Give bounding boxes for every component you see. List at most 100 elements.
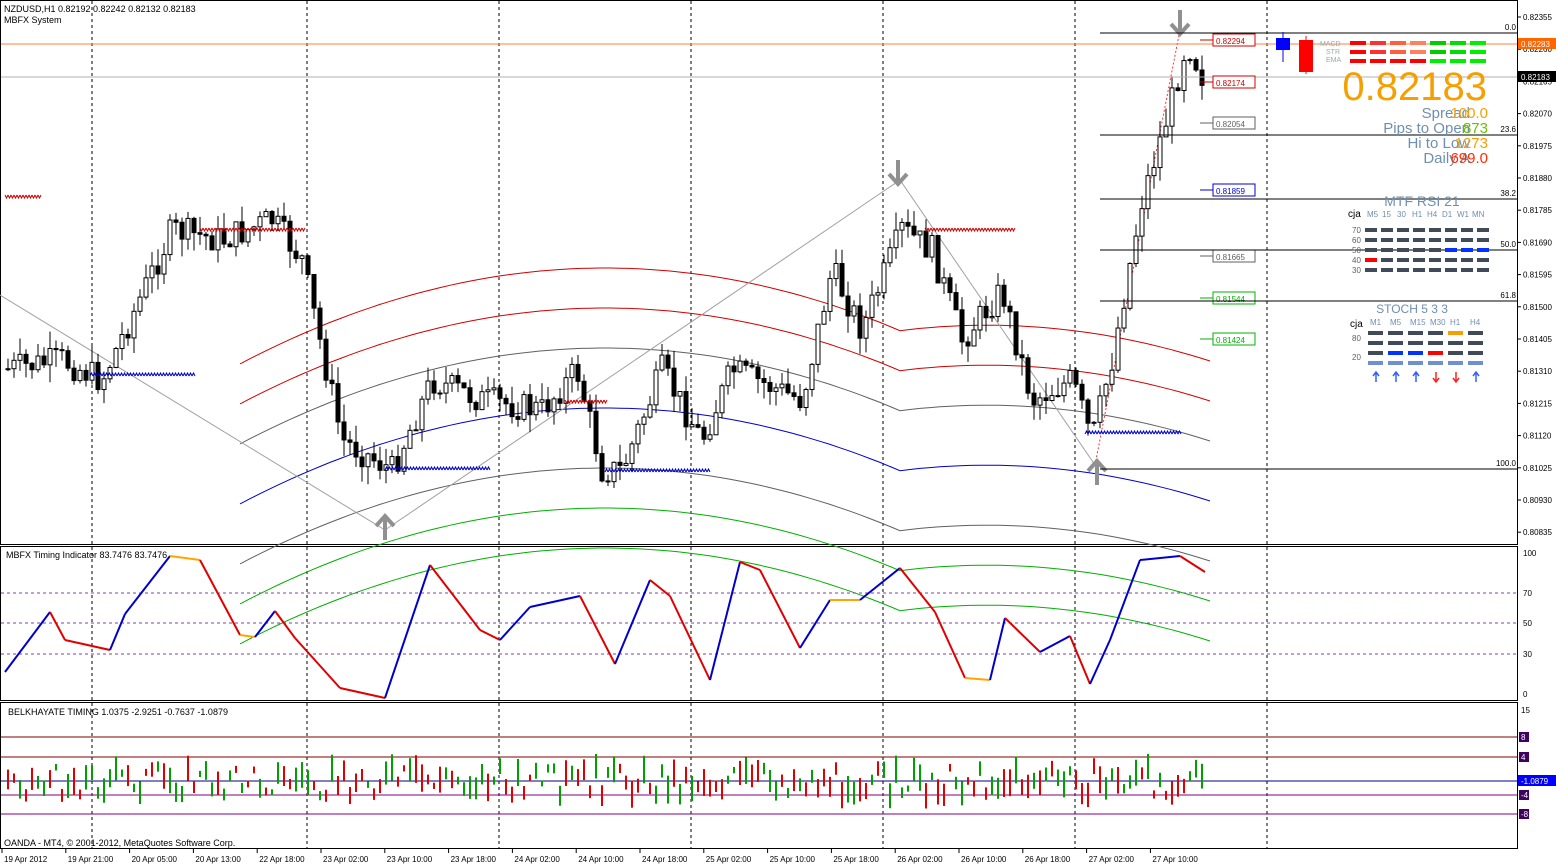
rsi-timeframe: 30 — [1397, 210, 1406, 219]
stoch-timeframe: M30 — [1430, 318, 1446, 327]
wave-marker-1 — [199, 227, 306, 233]
belk-guides — [1, 736, 1517, 815]
bid-price-label: 0.82183 — [1521, 73, 1550, 82]
candle-body — [353, 441, 359, 458]
candle — [905, 209, 911, 238]
time-label: 25 Apr 18:00 — [833, 855, 879, 864]
timing-segment — [124, 555, 171, 615]
candle — [143, 264, 149, 300]
candle-body — [821, 310, 827, 325]
candle — [455, 368, 461, 393]
candle — [743, 358, 749, 372]
timing-segment — [1089, 639, 1111, 685]
level-box — [1212, 116, 1256, 130]
rsi-cell — [1397, 258, 1409, 262]
rsi-cell — [1413, 258, 1425, 262]
candle — [659, 343, 665, 372]
trend-cell — [1370, 41, 1386, 45]
candle-body — [305, 255, 311, 275]
candle-body — [539, 399, 545, 403]
candle — [491, 378, 497, 395]
candle — [233, 221, 239, 257]
candle-body — [389, 456, 395, 466]
candle-body — [653, 369, 659, 406]
candle — [653, 361, 659, 414]
stoch-cell — [1408, 331, 1423, 335]
timing-tick: 70 — [1523, 589, 1532, 598]
candle — [1163, 108, 1169, 138]
candle-body — [1103, 383, 1109, 397]
candle — [185, 211, 191, 250]
candle — [275, 207, 281, 232]
candle — [731, 356, 737, 389]
candle-body — [971, 329, 977, 347]
candle-body — [563, 377, 569, 404]
price-tick: 0.81785 — [1523, 206, 1552, 215]
candle — [317, 301, 323, 349]
candle — [365, 452, 371, 485]
timing-segment — [1069, 635, 1091, 685]
candle-body — [617, 461, 623, 466]
candle-body — [155, 265, 161, 275]
candle-body — [623, 462, 629, 466]
candle-body — [131, 310, 137, 339]
candle-body — [53, 348, 59, 351]
belk-axis: 15 8 4 -4 -8 -1.0879 — [1518, 706, 1556, 819]
candle — [419, 395, 425, 442]
candle — [863, 310, 869, 353]
candle-body — [701, 426, 707, 440]
candle — [515, 402, 521, 427]
stoch-cell — [1388, 361, 1403, 365]
candle-body — [455, 375, 461, 384]
candle-body — [1067, 369, 1073, 384]
price-tick: 0.81500 — [1523, 303, 1552, 312]
candle-body — [497, 387, 503, 399]
candle-body — [635, 423, 641, 445]
candle — [575, 354, 581, 391]
candle — [401, 445, 407, 475]
rsi-cell — [1461, 238, 1473, 242]
candle — [227, 240, 233, 248]
candle — [89, 345, 95, 385]
time-label: 23 Apr 02:00 — [323, 855, 369, 864]
fib-label: 100.0 — [1496, 459, 1517, 468]
level-label: 0.81424 — [1216, 336, 1245, 345]
candle — [569, 357, 575, 393]
candle — [839, 249, 845, 298]
info-row-label: Spread — [1422, 105, 1470, 122]
price-tick: 0.81880 — [1523, 174, 1552, 183]
timing-segment — [384, 564, 431, 699]
stoch-arrow-up — [1392, 370, 1400, 382]
candle-body — [341, 421, 347, 441]
stoch-cell — [1368, 361, 1383, 365]
candle-body — [527, 394, 533, 416]
timing-tick: 30 — [1523, 650, 1532, 659]
candle — [857, 293, 863, 354]
time-axis: 19 Apr 2012 19 Apr 21:00 20 Apr 05:00 20 Ap… — [1, 849, 1198, 864]
main-price-panel[interactable] — [0, 0, 1518, 545]
stoch-timeframe: H1 — [1450, 318, 1461, 327]
signal-arrow-up-0 — [374, 513, 396, 540]
candle-body — [947, 277, 953, 294]
candle — [323, 329, 329, 388]
belk-tick: 15 — [1521, 706, 1530, 715]
belk-tick: 4 — [1521, 753, 1526, 762]
candle-body — [1157, 136, 1163, 169]
candle — [353, 425, 359, 467]
candle — [971, 317, 977, 347]
candle-body — [203, 233, 209, 237]
timing-tick: 50 — [1523, 619, 1532, 628]
info-row-value: 699.0 — [1450, 150, 1488, 167]
stoch-arrow-down — [1452, 372, 1460, 384]
candle — [155, 249, 161, 290]
candle-body — [599, 453, 605, 482]
trend-cell — [1350, 59, 1366, 63]
stoch-timeframe: M15 — [1410, 318, 1426, 327]
timing-segment — [859, 567, 901, 601]
mini-candle-blue — [1276, 38, 1290, 50]
candle-body — [143, 277, 149, 298]
candle-body — [659, 354, 665, 371]
